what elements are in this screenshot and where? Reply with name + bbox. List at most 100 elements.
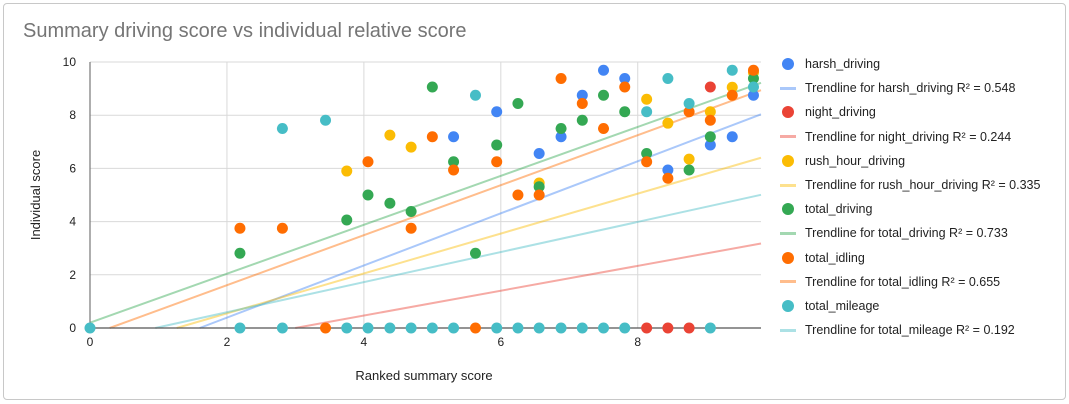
point-total-idling	[512, 189, 524, 201]
point-total-mileage	[426, 322, 438, 334]
point-rush-hour-driving	[341, 165, 353, 177]
y-tick-label: 2	[69, 268, 76, 282]
legend-line-icon	[780, 135, 796, 139]
legend-label: night_driving	[805, 105, 876, 120]
point-total-driving	[448, 156, 460, 168]
point-total-idling	[555, 72, 567, 84]
legend-dot-icon	[780, 58, 796, 71]
legend: harsh_driving Trendline for harsh_driving…	[780, 52, 1040, 342]
point-total-idling	[576, 97, 588, 109]
point-total-driving	[362, 189, 374, 201]
point-night-driving	[683, 322, 695, 334]
legend-item-total-driving: total_driving	[780, 197, 1040, 221]
legend-label: harsh_driving	[805, 57, 881, 72]
point-total-idling	[362, 156, 374, 168]
point-harsh-driving	[491, 106, 503, 118]
point-total-mileage	[533, 322, 545, 334]
legend-item-trendline-rush-hour-driving: Trendline for rush_hour_driving R² = 0.3…	[780, 173, 1040, 197]
point-harsh-driving	[726, 131, 738, 143]
point-total-idling	[641, 156, 653, 168]
point-harsh-driving	[747, 89, 759, 101]
point-total-mileage	[276, 123, 288, 134]
point-harsh-driving	[576, 89, 588, 101]
point-night-driving	[662, 322, 674, 334]
point-total-mileage	[84, 322, 96, 334]
legend-item-night-driving: night_driving	[780, 100, 1040, 124]
point-total-driving	[405, 205, 417, 217]
legend-label: Trendline for harsh_driving R² = 0.548	[805, 81, 1016, 96]
point-total-driving	[234, 247, 246, 259]
legend-dot-icon	[780, 154, 796, 167]
legend-line-icon	[780, 280, 796, 284]
y-tick-label: 6	[69, 161, 76, 175]
point-total-idling	[320, 322, 332, 334]
point-total-idling	[469, 322, 481, 334]
legend-item-trendline-total-mileage: Trendline for total_mileage R² = 0.192	[780, 318, 1040, 342]
y-tick-label: 10	[63, 55, 77, 69]
point-total-mileage	[662, 72, 674, 84]
point-total-mileage	[683, 97, 695, 109]
point-night-driving	[704, 81, 716, 93]
y-tick-label: 8	[69, 108, 76, 122]
point-total-idling	[619, 81, 631, 93]
legend-label: Trendline for night_driving R² = 0.244	[805, 129, 1012, 144]
point-night-driving	[641, 322, 653, 334]
legend-item-rush-hour-driving: rush_hour_driving	[780, 149, 1040, 173]
legend-item-harsh-driving: harsh_driving	[780, 52, 1040, 76]
point-total-driving	[598, 89, 610, 101]
legend-item-trendline-harsh-driving: Trendline for harsh_driving R² = 0.548	[780, 76, 1040, 100]
point-harsh-driving	[598, 64, 610, 76]
point-total-driving	[491, 139, 503, 151]
legend-label: rush_hour_driving	[805, 153, 906, 168]
point-total-mileage	[362, 322, 374, 334]
legend-item-trendline-total-idling: Trendline for total_idling R² = 0.655	[780, 270, 1040, 294]
y-tick-label: 0	[69, 321, 76, 335]
point-total-idling	[491, 156, 503, 168]
x-tick-label: 2	[224, 335, 231, 349]
trendline-total-driving	[89, 81, 762, 324]
point-total-mileage	[555, 322, 567, 334]
point-total-driving	[619, 106, 631, 118]
point-total-idling	[747, 64, 759, 76]
point-total-driving	[341, 214, 353, 226]
legend-dot-icon	[780, 251, 796, 264]
point-rush-hour-driving	[384, 129, 396, 141]
point-total-driving	[576, 114, 588, 126]
legend-item-trendline-total-driving: Trendline for total_driving R² = 0.733	[780, 221, 1040, 245]
point-total-mileage	[341, 322, 353, 334]
legend-line-icon	[780, 183, 796, 187]
point-total-mileage	[704, 322, 716, 334]
point-total-mileage	[491, 322, 503, 334]
point-total-idling	[726, 89, 738, 101]
legend-label: total_driving	[805, 202, 873, 217]
legend-label: total_idling	[805, 250, 865, 265]
point-rush-hour-driving	[405, 141, 417, 153]
point-total-mileage	[641, 106, 653, 118]
y-tick-label: 4	[69, 215, 76, 229]
point-total-driving	[469, 247, 481, 259]
point-harsh-driving	[662, 164, 674, 176]
point-rush-hour-driving	[641, 93, 653, 105]
point-total-idling	[533, 189, 545, 201]
point-total-idling	[598, 123, 610, 134]
point-total-idling	[405, 222, 417, 234]
legend-label: Trendline for total_idling R² = 0.655	[805, 274, 1001, 289]
trendline-rush-hour-driving	[176, 156, 762, 329]
trendline-harsh-driving	[199, 113, 762, 329]
point-total-driving	[704, 131, 716, 143]
point-rush-hour-driving	[662, 117, 674, 129]
point-total-mileage	[747, 81, 759, 93]
point-total-mileage	[598, 322, 610, 334]
y-axis-label: Individual score	[28, 150, 43, 240]
legend-label: Trendline for total_driving R² = 0.733	[805, 226, 1008, 241]
legend-label: total_mileage	[805, 298, 880, 313]
point-harsh-driving	[448, 131, 460, 143]
point-total-driving	[747, 72, 759, 84]
x-tick-label: 8	[634, 335, 641, 349]
point-total-mileage	[512, 322, 524, 334]
chart-title: Summary driving score vs individual rela…	[23, 20, 467, 42]
point-total-driving	[384, 197, 396, 209]
point-total-driving	[555, 123, 567, 134]
legend-line-icon	[780, 231, 796, 235]
point-total-idling	[683, 106, 695, 118]
